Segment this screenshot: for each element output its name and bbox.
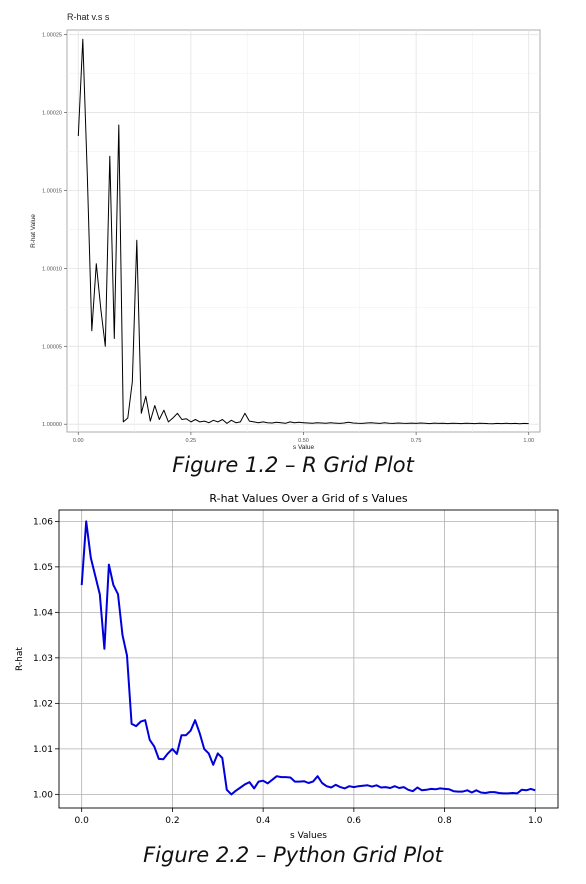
axes-frame: [58, 509, 559, 809]
y-tick-label: 1.03: [33, 654, 53, 664]
x-tick-label: 0.25: [186, 438, 197, 444]
y-axis-label: R-hat Value: [30, 214, 37, 248]
python-grid-plot: 0.0 0.2 0.4 0.6 0.8 1.0 1.00 1.01 1.02 1.03 1.04 1.…: [15, 492, 559, 841]
y-tick-label: 1.02: [33, 699, 53, 709]
x-axis-label: s Value: [293, 444, 315, 451]
x-tick-label: 1.00: [523, 438, 534, 444]
y-tick-label: 1.00020: [42, 111, 62, 117]
y-tick-label: 1.00005: [42, 344, 62, 350]
r-grid-plot: 0.00 0.25 0.50 0.75 1.00 1.00000 1.00005 1.0001…: [30, 12, 541, 451]
chart-title: R-hat v.s s: [67, 12, 110, 22]
x-tick-label: 1.0: [528, 816, 543, 826]
series-line: [77, 38, 529, 425]
x-tick-label: 0.6: [347, 816, 362, 826]
chart-title: R-hat Values Over a Grid of s Values: [209, 492, 407, 505]
figure-caption-r: Figure 1.2 – R Grid Plot: [172, 453, 414, 477]
y-tick-label: 1.04: [33, 608, 53, 618]
plot-panel: [59, 510, 558, 808]
y-tick-label: 1.00025: [42, 33, 62, 39]
y-axis-label: R-hat: [15, 647, 25, 671]
x-tick-label: 0.75: [411, 438, 422, 444]
y-tick-label: 1.01: [33, 745, 53, 755]
x-tick-label: 0.0: [75, 816, 90, 826]
y-tick-label: 1.00000: [42, 422, 62, 428]
figure-caption-python: Figure 2.2 – Python Grid Plot: [143, 843, 443, 867]
y-tick-label: 1.06: [33, 517, 53, 527]
x-axis-label: s Values: [290, 831, 327, 841]
series-line: [80, 520, 536, 796]
y-tick-label: 1.00: [33, 790, 53, 800]
x-tick-label: 0.4: [256, 816, 271, 826]
y-tick-label: 1.05: [33, 563, 53, 573]
x-tick-label: 0.2: [165, 816, 179, 826]
y-tick-label: 1.00015: [42, 188, 62, 194]
y-tick-label: 1.00010: [42, 266, 62, 272]
x-tick-label: 0.50: [298, 438, 309, 444]
x-tick-label: 0.00: [73, 438, 84, 444]
x-tick-label: 0.8: [437, 816, 452, 826]
